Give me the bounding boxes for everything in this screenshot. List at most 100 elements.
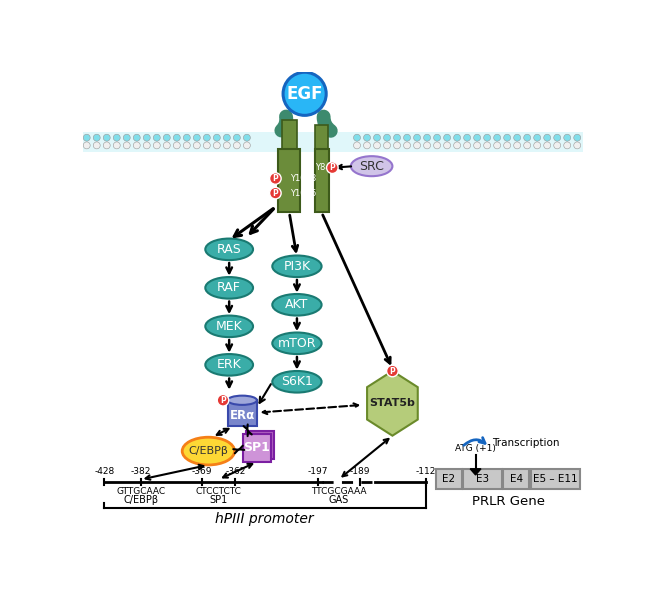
Circle shape bbox=[243, 142, 250, 149]
Circle shape bbox=[413, 134, 421, 141]
Circle shape bbox=[124, 142, 130, 149]
Circle shape bbox=[404, 134, 411, 141]
Text: ERK: ERK bbox=[217, 358, 242, 371]
Circle shape bbox=[463, 134, 471, 141]
Text: -362: -362 bbox=[225, 468, 246, 477]
Circle shape bbox=[543, 134, 551, 141]
Circle shape bbox=[434, 134, 441, 141]
Text: hPIII promoter: hPIII promoter bbox=[215, 512, 314, 526]
Circle shape bbox=[393, 142, 400, 149]
Circle shape bbox=[474, 142, 480, 149]
Ellipse shape bbox=[272, 371, 322, 393]
Circle shape bbox=[564, 134, 571, 141]
Circle shape bbox=[233, 142, 240, 149]
Bar bbox=[243, 434, 271, 462]
Text: AKT: AKT bbox=[285, 298, 309, 311]
Circle shape bbox=[384, 134, 391, 141]
Circle shape bbox=[193, 142, 200, 149]
Text: P: P bbox=[389, 367, 395, 376]
Text: E4: E4 bbox=[510, 474, 523, 484]
Circle shape bbox=[514, 142, 521, 149]
Text: P: P bbox=[272, 174, 278, 183]
Circle shape bbox=[183, 134, 190, 141]
Text: -197: -197 bbox=[307, 468, 328, 477]
Circle shape bbox=[163, 142, 170, 149]
Text: RAS: RAS bbox=[217, 243, 242, 256]
Polygon shape bbox=[367, 371, 418, 436]
Text: C/EBPβ: C/EBPβ bbox=[123, 495, 158, 505]
Text: GTTGCAAC: GTTGCAAC bbox=[116, 487, 165, 496]
Circle shape bbox=[504, 134, 511, 141]
Text: Y845: Y845 bbox=[315, 163, 336, 172]
Circle shape bbox=[424, 134, 430, 141]
Circle shape bbox=[493, 142, 501, 149]
Text: ATG (+1): ATG (+1) bbox=[455, 444, 496, 453]
Circle shape bbox=[224, 142, 230, 149]
Bar bbox=[83, 131, 584, 152]
Text: Transcription: Transcription bbox=[493, 438, 560, 448]
Circle shape bbox=[193, 134, 200, 141]
Circle shape bbox=[174, 142, 180, 149]
Circle shape bbox=[326, 162, 338, 173]
Circle shape bbox=[233, 134, 240, 141]
Text: E3: E3 bbox=[476, 474, 489, 484]
Ellipse shape bbox=[205, 315, 253, 337]
Circle shape bbox=[413, 142, 421, 149]
Circle shape bbox=[83, 142, 90, 149]
Text: -369: -369 bbox=[192, 468, 213, 477]
Ellipse shape bbox=[205, 277, 253, 299]
Bar bbox=[531, 469, 580, 489]
Circle shape bbox=[143, 142, 150, 149]
Ellipse shape bbox=[205, 354, 253, 376]
Circle shape bbox=[454, 142, 461, 149]
Circle shape bbox=[384, 142, 391, 149]
Circle shape bbox=[574, 142, 580, 149]
FancyArrowPatch shape bbox=[324, 117, 331, 131]
Circle shape bbox=[93, 142, 100, 149]
Circle shape bbox=[493, 134, 501, 141]
Circle shape bbox=[133, 142, 140, 149]
Text: -428: -428 bbox=[94, 468, 114, 477]
Text: P: P bbox=[330, 163, 335, 172]
Text: STAT5b: STAT5b bbox=[369, 399, 415, 408]
Circle shape bbox=[434, 142, 441, 149]
Circle shape bbox=[454, 134, 461, 141]
Bar bbox=[227, 400, 257, 426]
Bar bbox=[503, 469, 530, 489]
Circle shape bbox=[387, 365, 398, 377]
Circle shape bbox=[270, 187, 281, 199]
Circle shape bbox=[534, 142, 541, 149]
Circle shape bbox=[203, 142, 211, 149]
Text: P: P bbox=[272, 188, 278, 197]
Circle shape bbox=[93, 134, 100, 141]
Bar bbox=[315, 125, 328, 149]
FancyArrowPatch shape bbox=[281, 117, 286, 131]
Circle shape bbox=[243, 134, 250, 141]
Circle shape bbox=[363, 134, 370, 141]
Circle shape bbox=[354, 142, 361, 149]
Circle shape bbox=[103, 134, 111, 141]
Circle shape bbox=[443, 142, 450, 149]
Text: C/EBPβ: C/EBPβ bbox=[188, 446, 228, 456]
Circle shape bbox=[113, 142, 120, 149]
Ellipse shape bbox=[227, 396, 257, 405]
Bar bbox=[463, 469, 502, 489]
Circle shape bbox=[270, 173, 281, 184]
Text: GAS: GAS bbox=[328, 495, 348, 505]
Circle shape bbox=[283, 72, 326, 116]
Ellipse shape bbox=[272, 294, 322, 315]
Circle shape bbox=[543, 142, 551, 149]
Text: -382: -382 bbox=[131, 468, 151, 477]
Circle shape bbox=[213, 142, 220, 149]
Circle shape bbox=[124, 134, 130, 141]
Circle shape bbox=[217, 394, 229, 406]
Circle shape bbox=[554, 134, 561, 141]
Circle shape bbox=[113, 134, 120, 141]
Text: TTCGCGAAA: TTCGCGAAA bbox=[311, 487, 366, 496]
Circle shape bbox=[83, 134, 90, 141]
Circle shape bbox=[224, 134, 230, 141]
Circle shape bbox=[484, 142, 491, 149]
Circle shape bbox=[374, 134, 380, 141]
Circle shape bbox=[163, 134, 170, 141]
Circle shape bbox=[143, 134, 150, 141]
